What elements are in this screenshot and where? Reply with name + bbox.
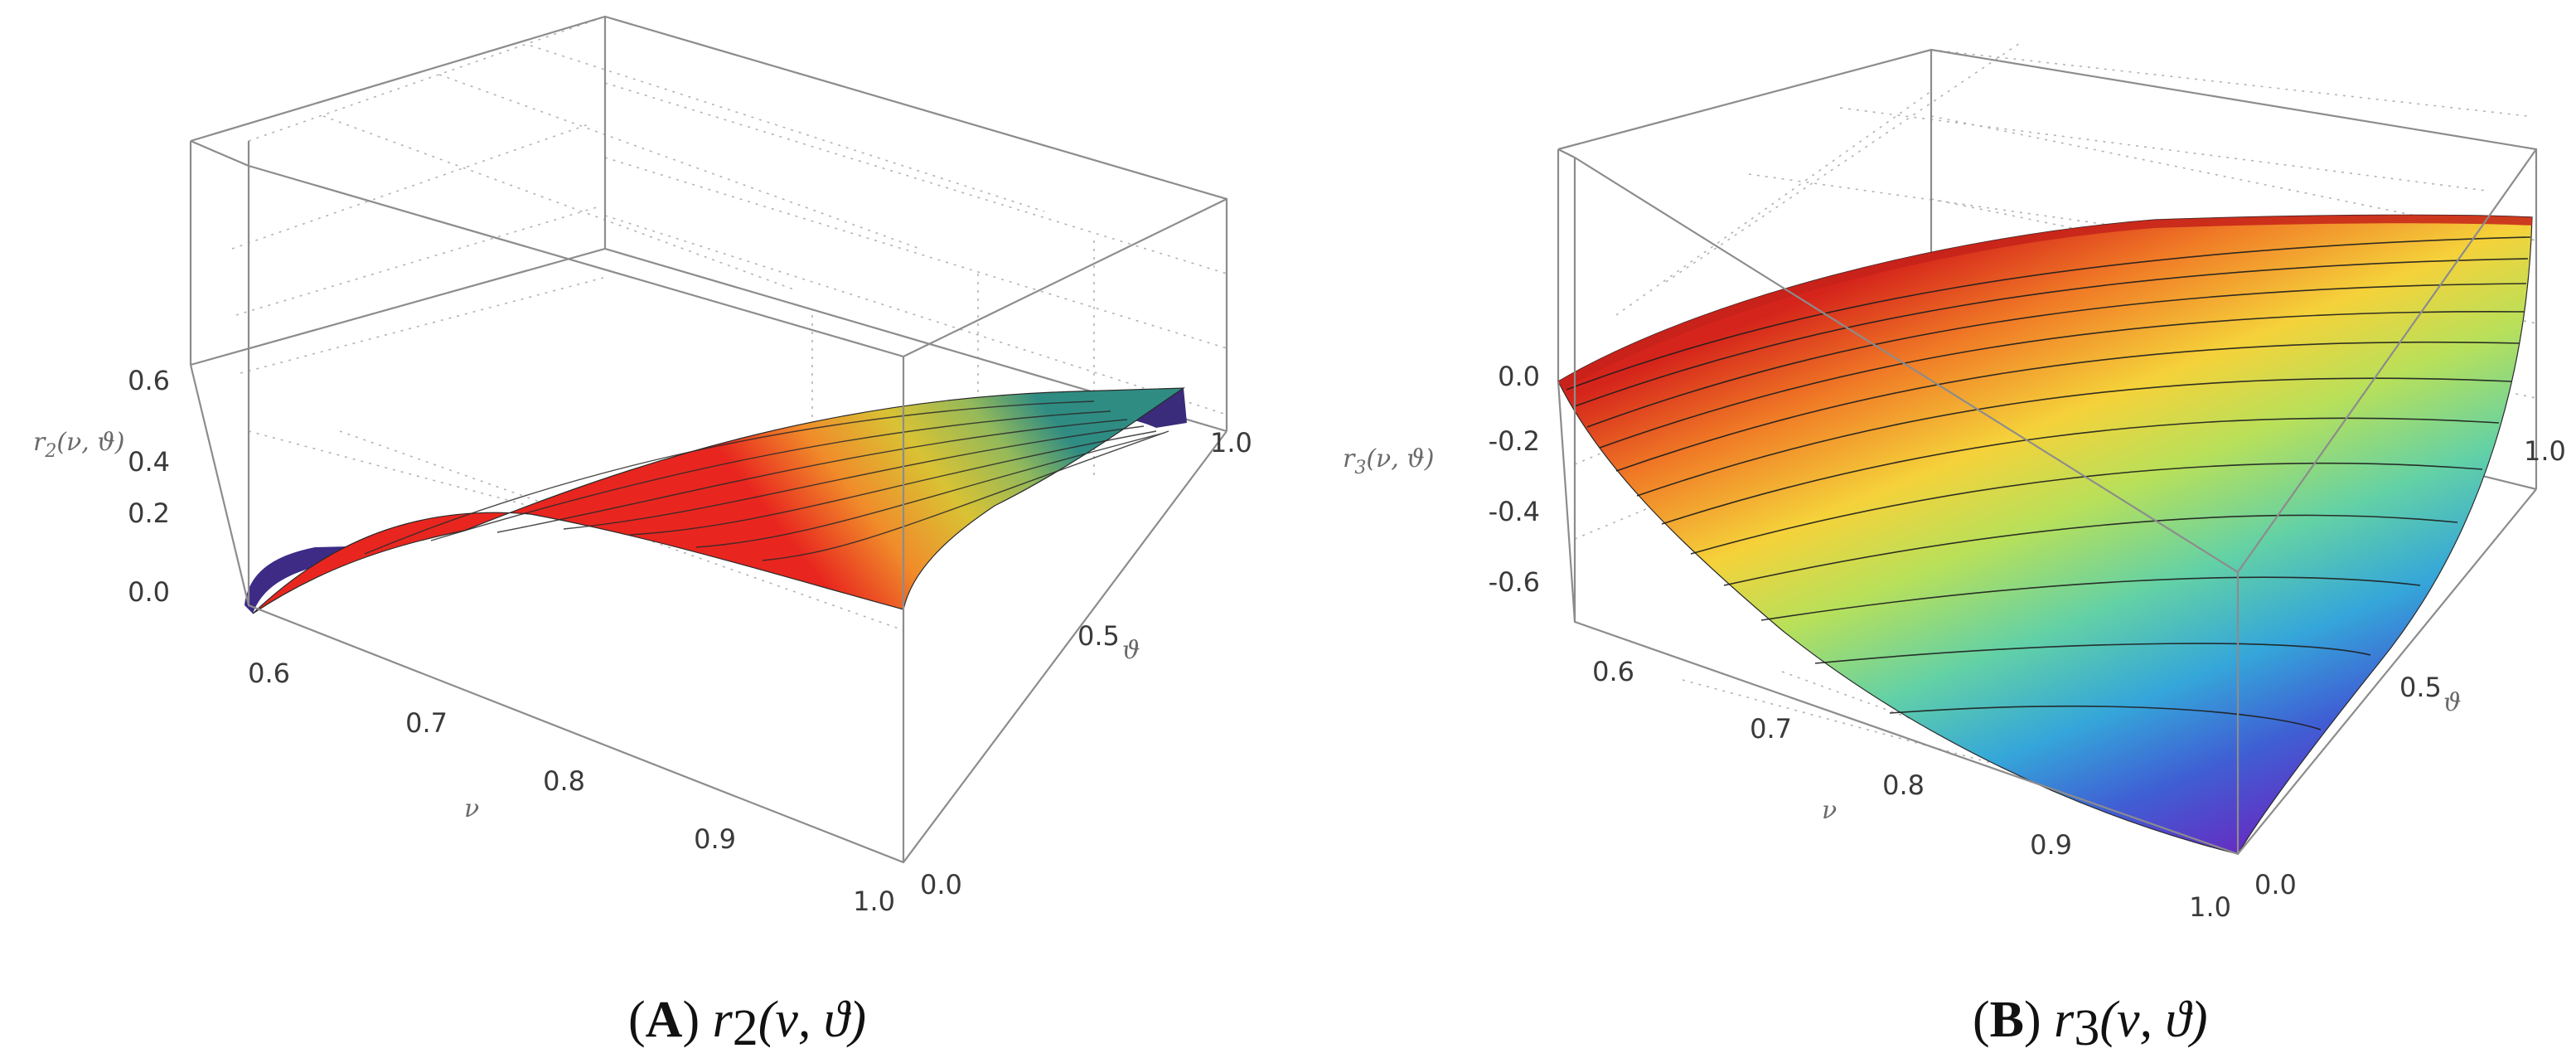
panel-a-surface-end-left — [245, 546, 381, 614]
panel-a-z-tick: 0.0 — [128, 576, 170, 608]
panel-b-x-tick: 0.8 — [1882, 769, 1925, 801]
panel-a-y-ticks: 0.0 0.5 1.0 — [920, 427, 1252, 900]
panel-b-y-tick: 1.0 — [2524, 435, 2566, 467]
panel-a: 0.6 0.4 0.2 0.0 r2(ν, ϑ) 0.6 0.7 0.8 0.9… — [33, 15, 1252, 1056]
panel-b-y-ticks: 0.0 0.5 1.0 — [2254, 435, 2566, 900]
panel-a-x-tick: 0.7 — [405, 707, 448, 739]
panel-b-caption: (B) r3(ν, ϑ) — [1973, 992, 2208, 1056]
panel-a-y-tick: 1.0 — [1210, 427, 1252, 459]
panel-b-x-tick: 0.9 — [2030, 829, 2072, 861]
panel-b-contours — [1566, 236, 2531, 730]
panel-b: 0.0 -0.2 -0.4 -0.6 r3(ν, ϑ) 0.6 0.7 0.8 … — [1343, 41, 2566, 1056]
panel-b-y-tick: 0.0 — [2254, 869, 2297, 900]
panel-b-z-tick: 0.0 — [1498, 361, 1540, 392]
panel-a-y-label: ϑ — [1122, 636, 1140, 665]
panel-b-box-front — [1557, 148, 2537, 856]
panel-a-z-tick: 0.2 — [128, 497, 170, 529]
panel-a-z-ticks: 0.6 0.4 0.2 0.0 — [128, 365, 170, 608]
panel-b-z-tick: -0.6 — [1489, 566, 1540, 598]
panel-b-x-tick: 0.7 — [1750, 713, 1792, 745]
panel-b-x-label: ν — [1822, 796, 1837, 825]
panel-a-x-tick: 1.0 — [853, 886, 895, 917]
panel-b-surface-rim — [1558, 215, 2532, 390]
panel-b-y-tick: 0.5 — [2399, 672, 2442, 703]
panel-a-x-ticks: 0.6 0.7 0.8 0.9 1.0 — [248, 658, 895, 917]
panel-a-z-label: r2(ν, ϑ) — [33, 428, 125, 462]
panel-b-x-tick: 0.6 — [1592, 656, 1634, 687]
panel-b-z-tick: -0.4 — [1489, 496, 1540, 527]
panel-a-x-tick: 0.6 — [248, 658, 290, 689]
panel-a-box-front — [189, 139, 1227, 864]
panel-b-surface — [1557, 214, 2533, 855]
panel-b-z-label: r3(ν, ϑ) — [1343, 444, 1435, 478]
panel-a-contours — [364, 400, 1169, 561]
panel-a-z-tick: 0.6 — [128, 365, 170, 396]
panel-a-x-label: ν — [464, 794, 479, 823]
panel-a-y-tick: 0.0 — [920, 869, 962, 900]
panel-a-z-tick: 0.4 — [128, 446, 170, 478]
panel-a-surface — [252, 387, 1186, 614]
panel-b-x-ticks: 0.6 0.7 0.8 0.9 1.0 — [1592, 656, 2231, 923]
panel-b-y-label: ϑ — [2443, 688, 2461, 717]
panel-b-z-ticks: 0.0 -0.2 -0.4 -0.6 — [1489, 361, 1540, 598]
panel-a-x-tick: 0.8 — [543, 765, 585, 797]
panel-a-y-tick: 0.5 — [1077, 620, 1120, 652]
panel-a-caption: (A) r2(ν, ϑ) — [628, 992, 866, 1056]
panel-a-box-back — [189, 15, 1228, 433]
panel-b-z-tick: -0.2 — [1489, 425, 1540, 457]
panel-a-x-tick: 0.9 — [694, 823, 736, 855]
panel-b-x-tick: 1.0 — [2189, 891, 2231, 923]
